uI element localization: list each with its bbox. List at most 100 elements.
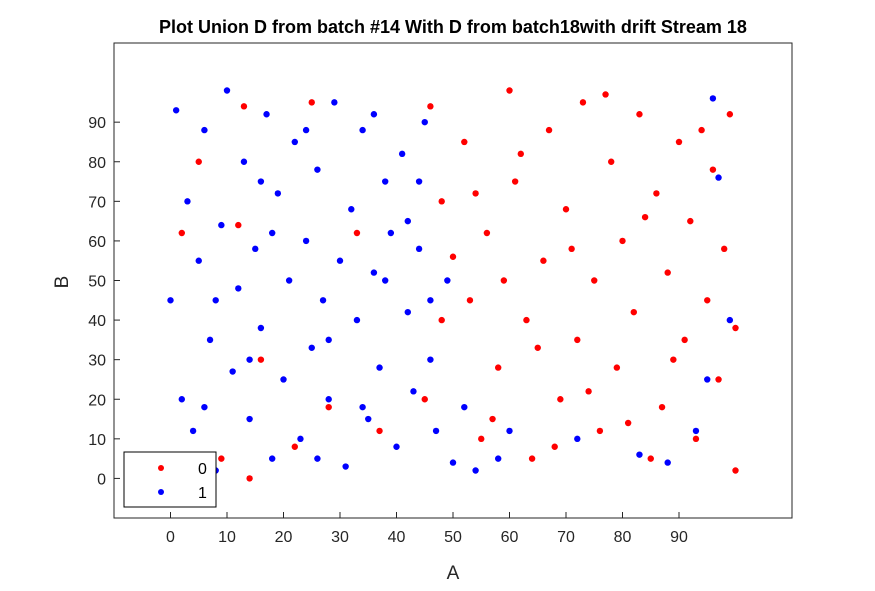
point-class-1: [218, 221, 225, 229]
x-tick-label: 20: [275, 529, 293, 546]
point-class-0: [517, 150, 524, 158]
point-class-1: [415, 178, 423, 185]
point-class-1: [263, 111, 270, 118]
y-tick-label: 10: [88, 432, 106, 449]
point-class-0: [574, 336, 581, 344]
point-class-1: [726, 316, 734, 324]
point-class-0: [449, 253, 457, 260]
point-class-1: [404, 308, 411, 316]
point-class-0: [195, 158, 202, 165]
x-tick-label: 60: [501, 529, 519, 546]
point-class-1: [370, 111, 378, 118]
point-class-1: [325, 396, 332, 403]
point-class-1: [291, 138, 298, 146]
point-class-1: [201, 126, 208, 134]
point-class-1: [189, 427, 197, 435]
point-class-1: [195, 257, 202, 264]
point-class-0: [308, 99, 315, 106]
point-class-1: [432, 427, 440, 435]
x-tick-label: 10: [218, 529, 236, 546]
point-class-1: [201, 403, 208, 411]
legend-label-0: 0: [198, 461, 207, 478]
point-class-1: [269, 455, 276, 462]
point-class-1: [444, 277, 451, 284]
point-class-1: [297, 435, 304, 443]
point-class-0: [495, 364, 502, 371]
point-class-0: [732, 467, 739, 474]
y-tick-label: 90: [88, 115, 106, 132]
point-class-1: [370, 269, 378, 276]
point-class-0: [472, 190, 479, 197]
point-class-1: [348, 206, 355, 213]
point-class-1: [342, 463, 349, 470]
point-class-1: [184, 198, 191, 205]
legend-label-1: 1: [198, 485, 207, 502]
point-class-0: [732, 324, 739, 332]
point-class-0: [721, 245, 728, 253]
point-class-0: [523, 316, 530, 324]
point-class-0: [353, 229, 361, 237]
point-class-0: [528, 455, 536, 462]
point-class-1: [212, 297, 219, 304]
point-class-0: [240, 103, 248, 110]
point-class-1: [206, 336, 214, 344]
point-class-1: [427, 297, 434, 304]
point-class-1: [353, 316, 361, 324]
point-class-1: [387, 229, 395, 237]
point-class-0: [427, 103, 434, 110]
point-class-1: [574, 435, 581, 443]
point-class-0: [489, 415, 496, 423]
point-class-1: [302, 126, 310, 134]
point-class-1: [314, 166, 321, 173]
point-class-1: [704, 376, 711, 383]
point-class-1: [398, 150, 406, 158]
point-class-1: [280, 376, 287, 383]
y-tick-label: 70: [88, 194, 106, 211]
point-class-0: [511, 178, 519, 185]
series-0: [178, 87, 739, 482]
point-class-0: [178, 229, 185, 237]
point-class-0: [675, 138, 683, 146]
point-class-1: [246, 415, 253, 423]
point-class-1: [382, 178, 389, 185]
point-class-1: [285, 277, 293, 284]
point-class-1: [167, 297, 174, 304]
point-class-0: [421, 396, 428, 403]
point-class-1: [393, 443, 400, 450]
point-class-1: [359, 126, 366, 134]
series-1: [167, 87, 734, 474]
x-tick-label: 0: [166, 529, 175, 546]
point-class-0: [438, 316, 445, 324]
point-class-1: [257, 324, 265, 332]
point-class-1: [427, 356, 434, 363]
point-class-0: [619, 237, 626, 245]
point-class-0: [726, 111, 734, 118]
legend-marker-1: [158, 489, 164, 495]
point-class-1: [308, 344, 315, 351]
point-class-1: [172, 107, 180, 114]
data-points: [167, 87, 739, 482]
x-tick-label: 90: [670, 529, 688, 546]
point-class-0: [681, 336, 688, 344]
point-class-0: [698, 126, 705, 134]
point-class-0: [506, 87, 513, 94]
y-tick-label: 50: [88, 274, 106, 291]
point-class-1: [636, 451, 643, 458]
point-class-1: [715, 174, 722, 181]
point-class-0: [325, 403, 332, 411]
point-class-0: [613, 364, 621, 371]
x-tick-label: 40: [388, 529, 406, 546]
point-class-0: [483, 229, 491, 237]
point-class-1: [506, 427, 513, 435]
point-class-0: [579, 99, 587, 106]
point-class-1: [376, 364, 383, 371]
point-class-1: [331, 99, 338, 106]
point-class-0: [692, 435, 700, 443]
point-class-0: [438, 198, 445, 205]
point-class-1: [314, 455, 321, 462]
y-tick-label: 20: [88, 392, 106, 409]
point-class-0: [461, 138, 468, 146]
point-class-1: [235, 285, 242, 292]
point-class-0: [670, 356, 677, 363]
